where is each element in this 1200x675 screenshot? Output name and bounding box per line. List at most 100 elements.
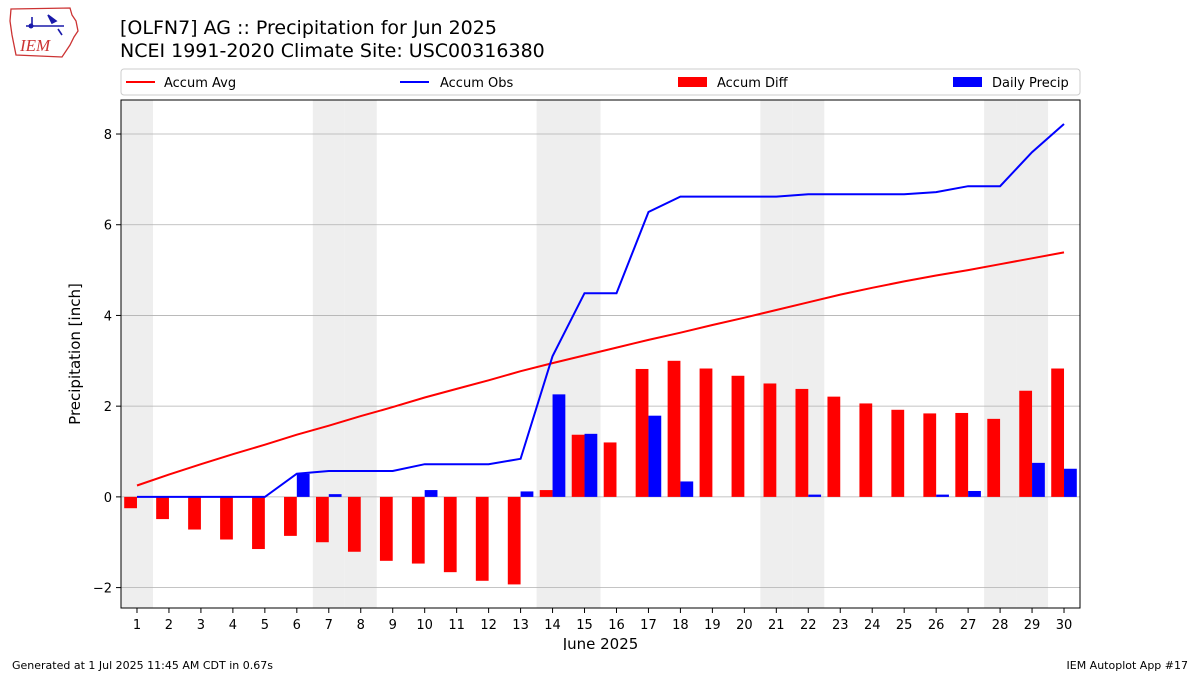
x-tick-label: 22 [800, 618, 817, 633]
legend-label-accum-obs: Accum Obs [440, 76, 513, 91]
y-axis-label: Precipitation [inch] [66, 283, 84, 425]
x-tick-label: 6 [293, 618, 301, 633]
daily-precip-bar [1064, 468, 1077, 497]
weather-station-icon [26, 14, 64, 36]
legend: Accum Avg Accum Obs Accum Diff Daily Precip [120, 68, 1081, 96]
daily-precip-bar [808, 494, 822, 497]
legend-swatch-daily-precip [953, 77, 982, 87]
accum-diff-bar [188, 496, 201, 530]
legend-swatch-accum-diff [678, 77, 707, 87]
accum-diff-bar [1019, 390, 1033, 497]
accum-diff-bar [539, 490, 553, 497]
weekend-band [760, 100, 793, 608]
legend-label-accum-diff: Accum Diff [717, 76, 789, 91]
legend-label-daily-precip: Daily Precip [992, 76, 1069, 91]
daily-precip-bar [1032, 462, 1045, 497]
daily-precip-bar [968, 490, 981, 497]
daily-precip-bar [296, 473, 310, 497]
x-tick-label: 4 [229, 618, 237, 633]
accum-diff-bar [475, 496, 489, 581]
station-dot-icon [28, 23, 34, 29]
gridlines [121, 133, 1080, 588]
x-tick-label: 7 [325, 618, 333, 633]
y-tick-label: 6 [104, 219, 112, 234]
accum-diff-bar [220, 496, 233, 540]
accum-diff-bar [987, 418, 1001, 497]
x-tick-label: 9 [389, 618, 397, 633]
accum-diff-bar [827, 396, 841, 497]
x-tick-label: 23 [832, 618, 849, 633]
daily-precip-bar [552, 394, 566, 497]
x-tick-label: 1 [133, 618, 141, 633]
logo-text: IEM [19, 36, 51, 55]
legend-label-accum-avg: Accum Avg [164, 76, 236, 91]
x-tick-label: 8 [357, 618, 365, 633]
weekend-band [1016, 100, 1049, 608]
y-tick-label: 8 [104, 128, 112, 143]
y-tick-label: 0 [104, 491, 112, 506]
accum-diff-bar [124, 496, 137, 509]
accum-diff-bar [571, 434, 585, 497]
accum-diff-bar [603, 442, 617, 497]
accum-diff-bar [347, 496, 361, 552]
x-tick-label: 13 [512, 618, 529, 633]
x-tick-label: 30 [1056, 618, 1073, 633]
y-tick-label: −2 [93, 582, 112, 597]
accum-obs-line [137, 123, 1065, 498]
x-tick-label: 27 [960, 618, 977, 633]
accum-diff-bar [1051, 368, 1065, 497]
x-axis-label: June 2025 [562, 635, 639, 650]
x-tick-label: 29 [1024, 618, 1041, 633]
x-tick-label: 21 [768, 618, 785, 633]
daily-precip-bar [424, 490, 438, 497]
weekend-band [568, 100, 601, 608]
x-tick-label: 11 [448, 618, 465, 633]
accum-diff-bar [891, 409, 905, 497]
x-tick-label: 5 [261, 618, 269, 633]
line-series [136, 123, 1065, 498]
iowa-map-outline-icon [9, 7, 79, 58]
accum-diff-bar [763, 383, 777, 497]
x-tick-label: 20 [736, 618, 753, 633]
accum-diff-bar [667, 360, 681, 497]
x-tick-label: 17 [640, 618, 657, 633]
x-tick-label: 16 [608, 618, 625, 633]
daily-precip-bar [680, 481, 694, 497]
weekend-shading [121, 100, 1049, 608]
accum-diff-bar [443, 496, 457, 573]
accum-diff-bar [315, 496, 329, 543]
x-tick-label: 14 [544, 618, 561, 633]
x-tick-label: 12 [480, 618, 497, 633]
x-tick-label: 10 [416, 618, 433, 633]
weekend-band [984, 100, 1017, 608]
accum-diff-bar [923, 413, 937, 497]
daily-precip-bar [936, 494, 949, 497]
accum-diff-bar [411, 496, 425, 564]
x-tick-label: 15 [576, 618, 593, 633]
accum-diff-bar [699, 368, 713, 497]
iem-logo: IEM [9, 7, 79, 58]
x-tick-label: 24 [864, 618, 881, 633]
accum-diff-bar [635, 368, 649, 497]
x-tick-label: 2 [165, 618, 173, 633]
chart-subtitle: NCEI 1991-2020 Climate Site: USC00316380 [120, 40, 545, 62]
app-credit: IEM Autoplot App #17 [1066, 659, 1189, 672]
daily-precip-bar [328, 494, 342, 497]
x-tick-label: 26 [928, 618, 945, 633]
x-tick-label: 28 [992, 618, 1009, 633]
x-tick-label: 19 [704, 618, 721, 633]
generated-timestamp: Generated at 1 Jul 2025 11:45 AM CDT in … [12, 659, 273, 672]
accum-diff-bar [955, 412, 969, 497]
legend-box [120, 68, 1081, 96]
x-tick-label: 25 [896, 618, 913, 633]
y-tick-label: 4 [104, 309, 112, 324]
daily-precip-bar [584, 433, 598, 497]
x-tick-label: 18 [672, 618, 689, 633]
accum-diff-bar [795, 388, 809, 497]
daily-precip-bar [520, 491, 534, 497]
accum-avg-line [136, 251, 1065, 487]
plot-frame [120, 99, 1081, 609]
accum-diff-bar [379, 496, 393, 561]
